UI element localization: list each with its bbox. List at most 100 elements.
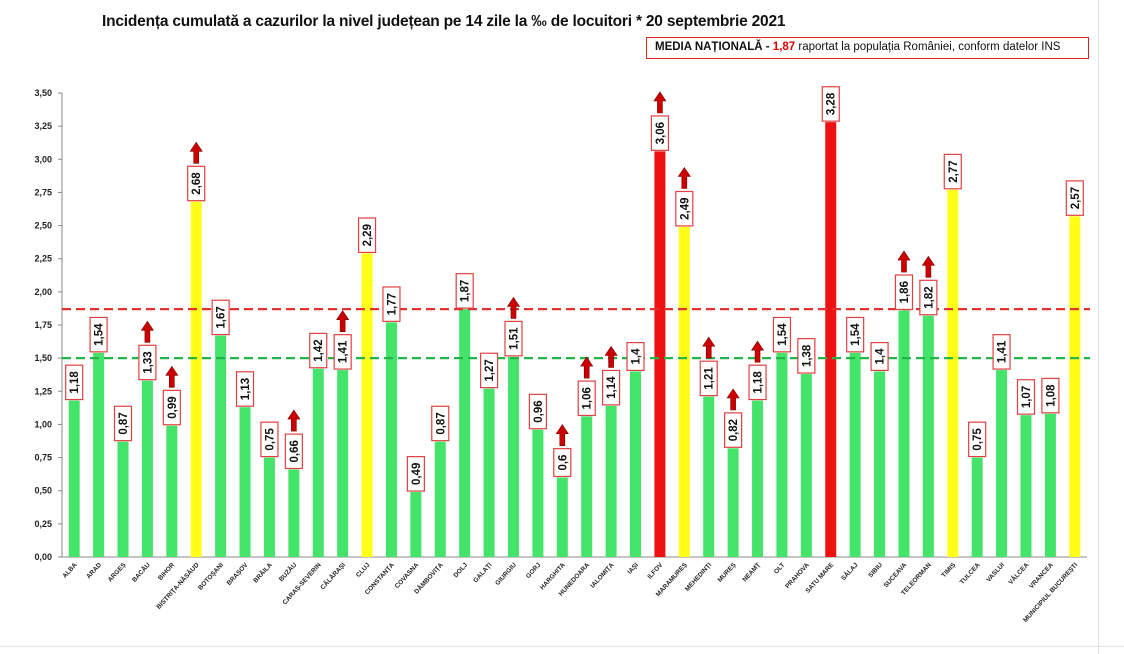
data-label-box: [919, 279, 938, 316]
bar-5: [190, 201, 202, 558]
data-label-box: [748, 364, 767, 401]
y-tick-label: 0,50: [34, 486, 52, 496]
data-label-box: [943, 153, 962, 190]
data-label-box: [602, 369, 621, 406]
national-average-dash: -: [765, 41, 770, 53]
data-label-8: 0,75: [260, 421, 279, 458]
data-label-3: 1,33: [138, 344, 157, 381]
up-arrow-icon: [580, 356, 594, 379]
data-label-20: 0,6: [553, 448, 572, 478]
bar-35: [922, 315, 934, 557]
x-tick-label: VÂLCEA: [1006, 560, 1031, 586]
y-tick-label: 2,25: [34, 254, 52, 264]
data-label-12: 2,29: [357, 217, 377, 254]
data-label-box: [675, 190, 694, 227]
data-label-text: 1,67: [216, 306, 228, 328]
data-label-5: 2,68: [187, 165, 206, 202]
bar-8: [263, 457, 275, 557]
data-label-18: 1,51: [504, 320, 523, 357]
y-tick-label: 0,25: [34, 519, 52, 529]
data-label-text: 1,54: [777, 323, 789, 346]
data-label-box: [821, 86, 840, 122]
x-tick-label: NEAMȚ: [741, 562, 762, 584]
data-label-box: [89, 316, 108, 353]
data-label-35: 1,82: [919, 279, 938, 316]
data-label-text: 1,27: [484, 359, 496, 381]
data-label-text: 2,49: [679, 198, 691, 220]
data-label-box: [333, 334, 352, 370]
x-tick-label: ARAD: [85, 561, 103, 580]
y-tick-label: 2,75: [34, 187, 52, 197]
bar-3: [141, 380, 153, 557]
bar-4: [166, 425, 178, 557]
bar-14: [410, 492, 422, 557]
data-label-box: [455, 273, 474, 309]
data-label-text: 0,6: [557, 455, 569, 471]
data-label-14: 0,49: [406, 456, 425, 492]
data-label-30: 1,38: [797, 338, 816, 374]
data-label-box: [406, 456, 425, 492]
data-label-box: [1016, 379, 1036, 415]
bar-31: [825, 122, 837, 557]
bar-36: [947, 189, 959, 557]
data-label-26: 1,21: [699, 360, 718, 397]
national-average-note: raportat la populația României, conform …: [798, 41, 1061, 53]
data-label-22: 1,14: [602, 369, 621, 406]
data-label-text: 0,75: [972, 428, 984, 451]
data-label-15: 0,87: [431, 405, 450, 442]
bar-37: [971, 457, 983, 557]
x-tick-label: SIBIU: [867, 561, 884, 579]
data-label-text: 1,38: [801, 344, 813, 367]
data-label-text: 3,28: [826, 92, 838, 115]
frame-right-border: [1098, 0, 1099, 654]
up-arrow-icon: [555, 424, 569, 446]
bar-26: [703, 396, 715, 557]
data-label-box: [797, 338, 816, 374]
data-label-34: 1,86: [894, 274, 914, 311]
data-label-text: 2,77: [948, 160, 960, 182]
up-arrow-icon: [165, 365, 179, 388]
bar-10: [312, 368, 324, 557]
data-label-4: 0,99: [162, 389, 181, 426]
y-tick-label: 1,25: [34, 386, 52, 396]
data-label-box: [870, 342, 889, 372]
data-label-text: 1,41: [997, 340, 1009, 363]
data-label-box: [357, 217, 377, 254]
data-label-31: 3,28: [821, 86, 840, 122]
bar-11: [337, 370, 349, 557]
x-tick-label: BOTOȘANI: [197, 562, 225, 592]
data-label-text: 1,18: [69, 371, 81, 394]
x-tick-label: MUREȘ: [717, 561, 738, 584]
data-label-27: 0,82: [724, 412, 743, 448]
data-label-17: 1,27: [479, 352, 499, 389]
bar-12: [361, 253, 373, 557]
chart-title: Incidența cumulată a cazurilor la nivel …: [102, 13, 786, 30]
data-label-text: 1,54: [850, 323, 862, 346]
x-tick-label: SUCEAVA: [883, 561, 909, 589]
data-label-32: 1,54: [846, 316, 865, 353]
y-tick-label: 2,50: [34, 221, 52, 231]
data-label-box: [65, 364, 84, 401]
data-label-text: 0,99: [167, 396, 179, 418]
y-tick-label: 0,75: [34, 453, 52, 463]
data-label-0: 1,18: [65, 364, 84, 401]
x-tick-label: CĂLĂRAȘI: [318, 560, 347, 591]
data-label-2: 0,87: [113, 405, 133, 442]
x-tick-label: BRĂILA: [251, 560, 274, 584]
x-tick-label: GIURGIU: [494, 561, 518, 587]
data-label-text: 1,21: [704, 367, 716, 390]
x-tick-label: BISTRIȚA-NĂSĂUD: [154, 560, 201, 611]
data-label-text: 2,29: [362, 224, 374, 246]
bar-29: [776, 352, 788, 557]
bar-30: [800, 374, 812, 557]
y-tick-label: 2,00: [34, 287, 52, 297]
data-label-text: 2,68: [191, 172, 203, 195]
data-label-text: 1,18: [753, 371, 765, 394]
data-label-text: 0,87: [118, 412, 130, 434]
data-label-box: [577, 380, 596, 417]
data-label-28: 1,18: [748, 364, 767, 401]
bar-9: [288, 469, 300, 557]
x-tick-label: GORJ: [525, 561, 543, 580]
up-arrow-icon: [653, 91, 667, 114]
